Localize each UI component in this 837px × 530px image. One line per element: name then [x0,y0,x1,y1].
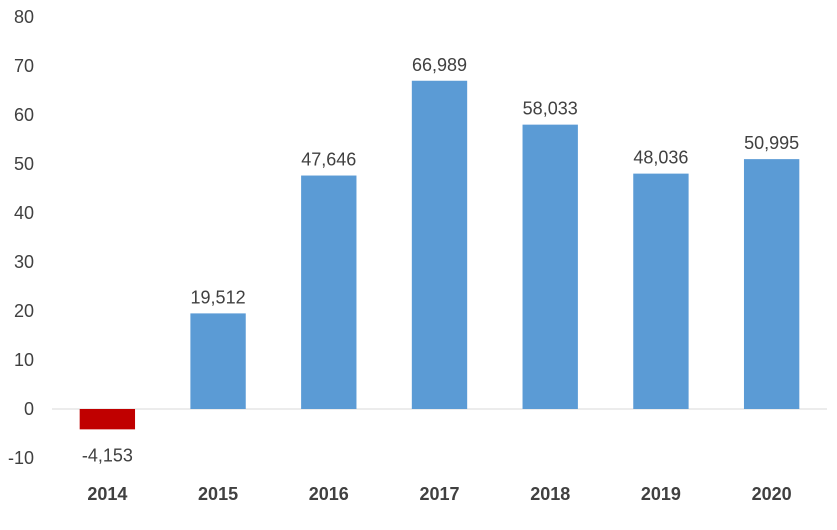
y-tick-label: 60 [14,105,34,125]
y-tick-label: 30 [14,252,34,272]
x-category-label-2016: 2016 [309,484,349,504]
bar-2018 [522,124,578,409]
data-label-2017: 66,989 [412,55,467,75]
x-category-label-2020: 2020 [752,484,792,504]
bars-group [79,80,800,430]
y-tick-label: 0 [24,399,34,419]
bar-2020 [743,159,800,409]
y-tick-label: 20 [14,301,34,321]
x-category-label-2017: 2017 [419,484,459,504]
y-tick-label: 80 [14,7,34,27]
bar-2019 [633,173,689,409]
bar-2017 [411,80,468,409]
y-tick-label: 50 [14,154,34,174]
x-category-label-2015: 2015 [198,484,238,504]
data-label-2019: 48,036 [633,148,688,168]
y-axis-tick-labels: -10 0 10 20 30 40 50 60 70 80 [8,7,34,468]
x-category-label-2018: 2018 [530,484,570,504]
y-tick-label: 40 [14,203,34,223]
x-category-label-2014: 2014 [87,484,127,504]
x-axis-category-labels: 2014 2015 2016 2017 2018 2019 2020 [87,484,791,504]
data-label-2014: -4,153 [82,445,133,465]
data-label-2018: 58,033 [523,99,578,119]
y-tick-label: 70 [14,56,34,76]
data-label-2015: 19,512 [191,287,246,307]
y-tick-label: 10 [14,350,34,370]
data-label-2020: 50,995 [744,133,799,153]
bar-2016 [301,175,357,409]
bar-2015 [190,313,246,409]
y-tick-label: -10 [8,448,34,468]
x-category-label-2019: 2019 [641,484,681,504]
bar-2014 [79,409,136,430]
data-label-2016: 47,646 [301,150,356,170]
data-labels-group: -4,153 19,512 47,646 66,989 58,033 48,036 50,9… [82,55,799,466]
